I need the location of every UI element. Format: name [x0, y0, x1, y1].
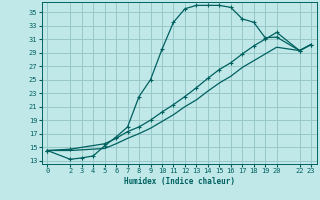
- X-axis label: Humidex (Indice chaleur): Humidex (Indice chaleur): [124, 177, 235, 186]
